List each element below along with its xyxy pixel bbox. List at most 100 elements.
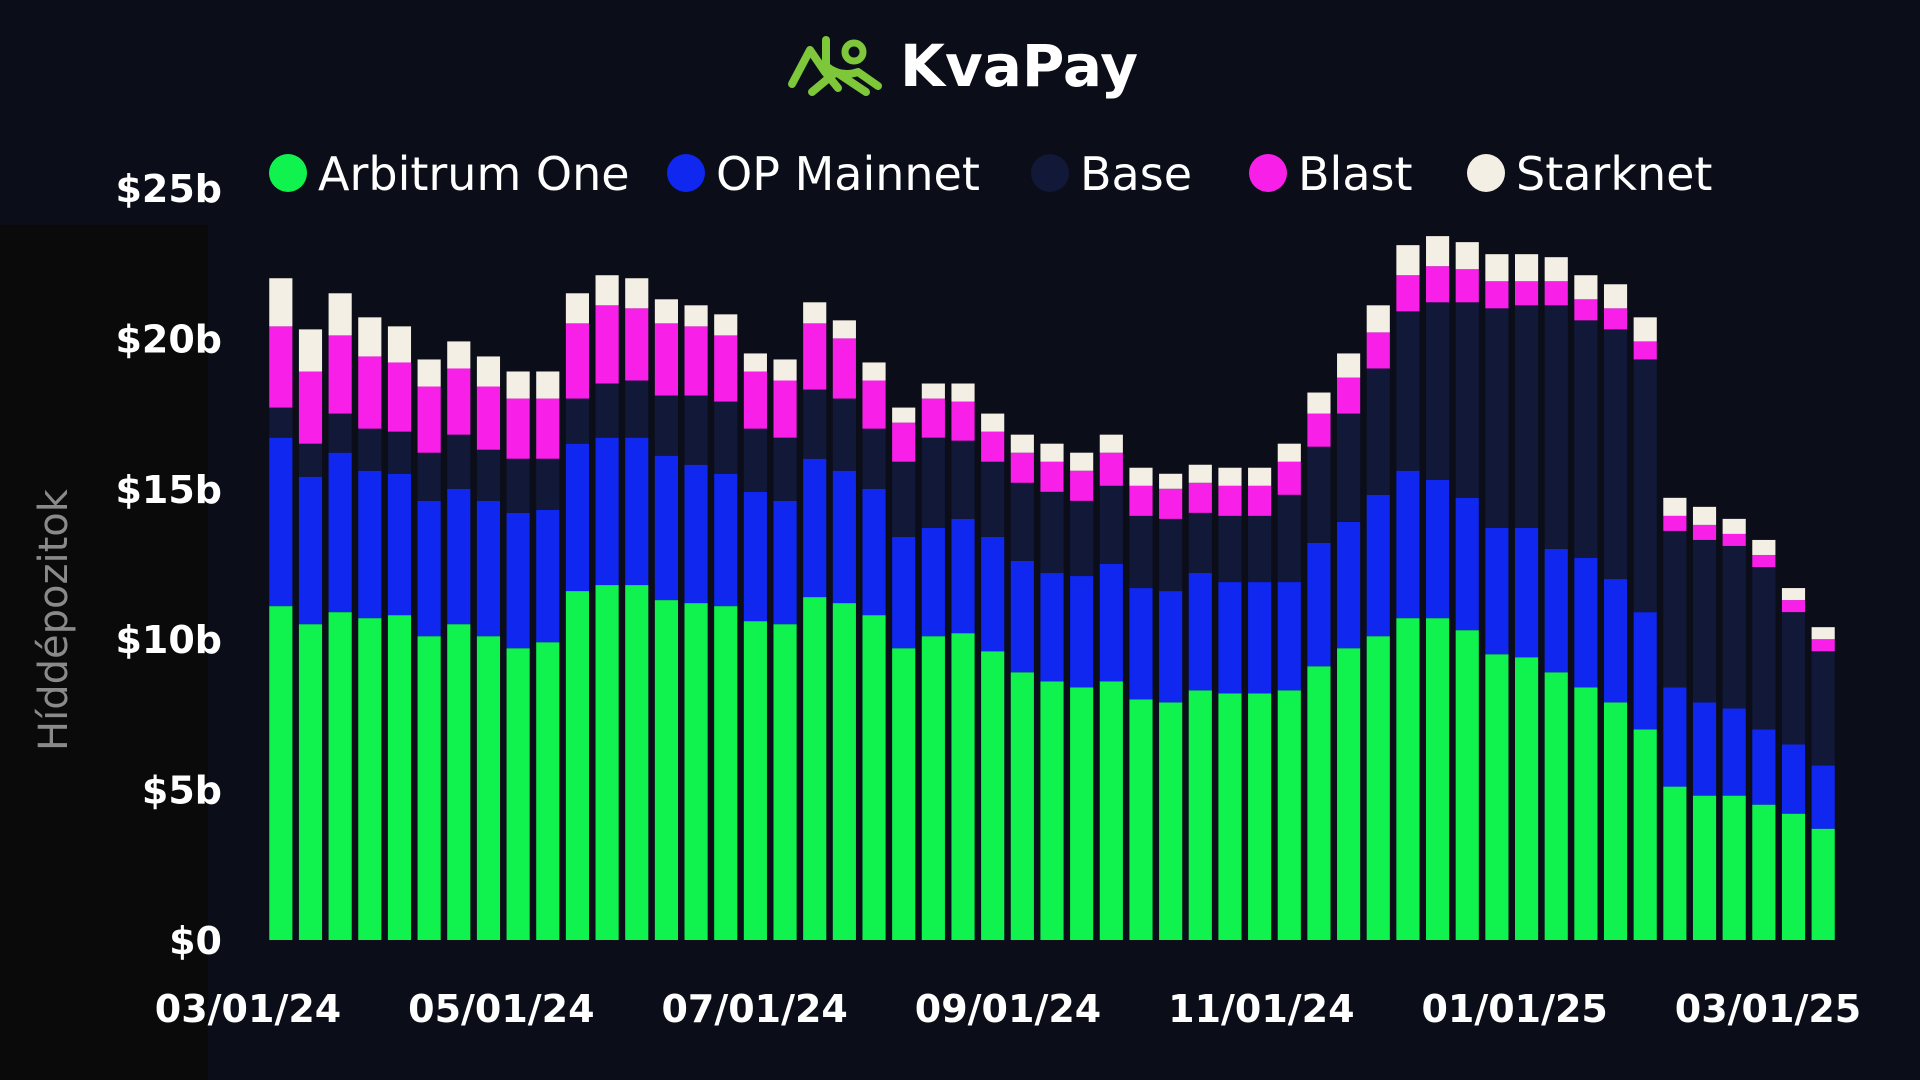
bar-segment bbox=[862, 380, 886, 429]
bar-stack bbox=[1603, 284, 1628, 940]
bar-segment bbox=[921, 527, 945, 637]
bar-segment bbox=[1099, 452, 1123, 486]
bar-segment bbox=[892, 461, 916, 537]
bar-stack bbox=[1633, 317, 1657, 940]
bar-segment bbox=[565, 293, 590, 324]
legend-swatch bbox=[667, 154, 705, 192]
bar-stack bbox=[1337, 353, 1361, 940]
bar-segment bbox=[1070, 576, 1094, 688]
bar-segment bbox=[981, 461, 1005, 537]
bar-segment bbox=[1811, 765, 1835, 829]
bar-segment bbox=[951, 383, 975, 402]
bar-segment bbox=[269, 278, 293, 327]
bar-segment bbox=[1070, 470, 1094, 501]
bar-segment bbox=[1218, 693, 1242, 940]
bar-stack bbox=[743, 353, 767, 940]
bar-segment bbox=[1129, 485, 1153, 516]
bar-segment bbox=[269, 437, 293, 607]
legend-swatch bbox=[1249, 154, 1287, 192]
bar-stack bbox=[506, 371, 530, 940]
bar-segment bbox=[1040, 681, 1064, 940]
bar-segment bbox=[1099, 434, 1123, 453]
bar-segment bbox=[1159, 702, 1183, 940]
bar-stack bbox=[1070, 452, 1094, 940]
bar-stack bbox=[1663, 497, 1687, 940]
x-tick-label: 11/01/24 bbox=[1168, 987, 1354, 1031]
bar-segment bbox=[1040, 491, 1064, 574]
bar-segment bbox=[743, 371, 767, 429]
bar-segment bbox=[536, 398, 560, 459]
bar-segment bbox=[892, 422, 916, 462]
bar-segment bbox=[298, 476, 323, 625]
bar-segment bbox=[1752, 539, 1776, 555]
bar-segment bbox=[981, 651, 1005, 940]
bar-segment bbox=[1070, 500, 1094, 577]
legend-item: Starknet bbox=[1467, 147, 1712, 201]
bar-segment bbox=[951, 518, 975, 634]
bar-stack bbox=[1277, 443, 1301, 940]
y-tick-label: $0 bbox=[169, 919, 222, 963]
bar-segment bbox=[832, 338, 856, 399]
bar-segment bbox=[1396, 470, 1420, 619]
bar-segment bbox=[506, 398, 530, 459]
bar-stack bbox=[1485, 254, 1509, 940]
bar-segment bbox=[1752, 567, 1776, 730]
bar-stack bbox=[1544, 257, 1568, 940]
y-axis-ticks: $0 $5b $10b $15b $20b $25b bbox=[115, 167, 222, 963]
bar-segment bbox=[1159, 518, 1183, 592]
bar-segment bbox=[832, 398, 856, 471]
chart-bars bbox=[269, 236, 1835, 940]
bar-segment bbox=[328, 612, 352, 940]
bar-segment bbox=[476, 449, 501, 501]
bar-segment bbox=[1188, 482, 1212, 513]
bar-stack bbox=[1722, 518, 1746, 940]
bar-segment bbox=[1692, 702, 1717, 796]
y-tick-label: $20b bbox=[115, 317, 222, 361]
bar-segment bbox=[1337, 521, 1361, 649]
bar-segment bbox=[328, 335, 352, 414]
bar-segment bbox=[1515, 254, 1539, 282]
bar-segment bbox=[803, 597, 827, 940]
bar-segment bbox=[803, 389, 827, 459]
bar-segment bbox=[1455, 630, 1479, 940]
legend-item: Blast bbox=[1249, 147, 1413, 201]
x-tick-label: 03/01/25 bbox=[1675, 987, 1861, 1031]
bar-segment bbox=[654, 395, 678, 456]
bar-segment bbox=[1781, 588, 1806, 601]
bar-stack bbox=[1366, 305, 1390, 940]
bar-segment bbox=[1366, 305, 1390, 333]
bar-segment bbox=[714, 606, 738, 940]
bar-segment bbox=[1544, 672, 1568, 940]
bar-segment bbox=[1663, 786, 1687, 940]
bar-segment bbox=[1307, 392, 1331, 414]
bar-segment bbox=[595, 383, 619, 438]
bar-segment bbox=[1159, 488, 1183, 519]
x-axis-ticks: 03/01/24 05/01/24 07/01/24 09/01/24 11/01/24… bbox=[155, 987, 1861, 1031]
bar-segment bbox=[1603, 702, 1628, 940]
bar-stack bbox=[476, 356, 501, 940]
bar-segment bbox=[476, 386, 501, 450]
bar-segment bbox=[1426, 479, 1450, 619]
bar-segment bbox=[1366, 332, 1390, 369]
bar-segment bbox=[298, 371, 323, 444]
bar-segment bbox=[506, 371, 530, 399]
bar-stack bbox=[269, 278, 293, 940]
bar-segment bbox=[1426, 618, 1450, 940]
bar-segment bbox=[1040, 573, 1064, 682]
bar-segment bbox=[1010, 560, 1034, 673]
bar-segment bbox=[1781, 813, 1806, 940]
bar-stack bbox=[417, 359, 441, 940]
bar-segment bbox=[476, 500, 501, 637]
bar-stack bbox=[951, 383, 975, 940]
bar-segment bbox=[1663, 515, 1687, 531]
bar-stack bbox=[1248, 467, 1272, 940]
bar-segment bbox=[803, 302, 827, 324]
bar-segment bbox=[1485, 254, 1509, 282]
bar-stack bbox=[625, 278, 649, 940]
bar-segment bbox=[269, 606, 293, 940]
bar-segment bbox=[1485, 281, 1509, 309]
bar-segment bbox=[1752, 729, 1776, 805]
bar-segment bbox=[1010, 452, 1034, 483]
bar-stack bbox=[1188, 464, 1212, 940]
bar-segment bbox=[1218, 515, 1242, 583]
